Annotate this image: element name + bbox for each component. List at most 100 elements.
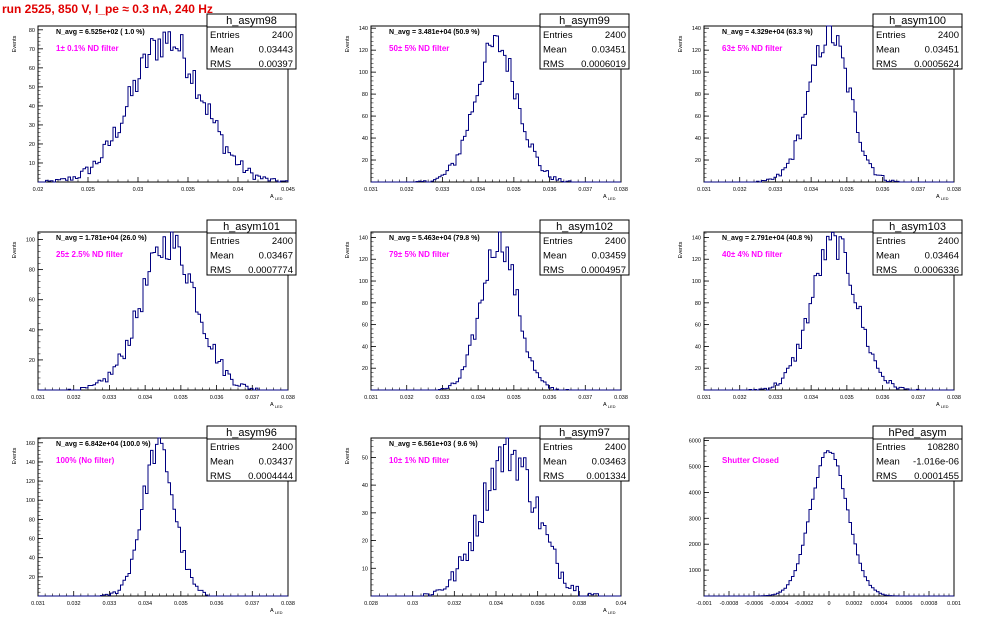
y-tick-label: 40 <box>29 328 35 334</box>
stats-rms-value: 0.0006019 <box>581 59 626 70</box>
x-tick-label: 0.001 <box>947 601 961 607</box>
x-tick-label: 0.0004 <box>871 601 888 607</box>
y-tick-label: 50 <box>362 455 368 461</box>
y-tick-label: 100 <box>26 498 35 504</box>
x-tick-label: 0.037 <box>578 187 592 193</box>
x-tick-label: 0.031 <box>364 187 378 193</box>
x-tick-label: 0.031 <box>697 187 711 193</box>
filter-label: 40± 4% ND filter <box>722 250 782 259</box>
stats-title: h_asym98 <box>226 15 277 27</box>
stats-rms-label: RMS <box>210 59 231 70</box>
plot-frame <box>37 231 289 391</box>
x-tick-label: 0.036 <box>543 395 557 401</box>
x-axis-label-sub: LED <box>607 404 616 409</box>
stats-mean-label: Mean <box>543 45 567 56</box>
y-tick-label: 20 <box>29 142 35 148</box>
y-tick-label: 50 <box>29 85 35 91</box>
stats-entries-value: 2400 <box>272 442 293 453</box>
stats-box <box>872 425 963 482</box>
stats-entries-label: Entries <box>543 30 573 41</box>
stats-rms-label: RMS <box>543 59 564 70</box>
stats-mean-value: 0.03459 <box>592 251 626 262</box>
stats-mean-value: -1.016e-06 <box>913 457 959 468</box>
x-tick-label: 0.033 <box>769 395 783 401</box>
stats-rms-label: RMS <box>876 59 897 70</box>
y-tick-label: 140 <box>692 26 701 32</box>
stats-entries-value: 2400 <box>605 442 626 453</box>
histogram-panel-h_asym97: 0.028 0.03 0.032 0.034 0.036 0.038 0.04 10 20 30 4… <box>345 425 630 615</box>
x-tick-label: 0.032 <box>733 395 747 401</box>
stats-mean-label: Mean <box>210 457 234 468</box>
x-tick-label: 0.038 <box>614 187 628 193</box>
y-tick-label: 120 <box>692 48 701 54</box>
stats-entries-label: Entries <box>543 236 573 247</box>
x-tick-label: 0.038 <box>947 395 961 401</box>
stats-title: h_asym97 <box>559 427 610 439</box>
y-axis-label: Events <box>12 241 18 258</box>
plot-frame <box>370 25 622 183</box>
x-tick-label: 0.031 <box>697 395 711 401</box>
x-tick-label: 0.037 <box>578 395 592 401</box>
stats-box <box>539 219 630 276</box>
histogram-line <box>704 450 954 597</box>
y-tick-label: 60 <box>362 114 368 120</box>
x-tick-label: 0.03 <box>133 187 144 193</box>
y-tick-label: 80 <box>29 268 35 274</box>
x-tick-label: 0.038 <box>947 187 961 193</box>
y-tick-label: 40 <box>29 104 35 110</box>
y-tick-label: 100 <box>359 70 368 76</box>
n-avg-label: N_avg = 2.791e+04 (40.8 %) <box>722 235 813 242</box>
x-tick-label: 0.036 <box>876 187 890 193</box>
stats-entries-value: 2400 <box>272 30 293 41</box>
x-tick-label: 0.038 <box>572 601 586 607</box>
y-tick-label: 40 <box>362 136 368 142</box>
y-tick-label: 2000 <box>689 542 701 548</box>
histogram-line <box>371 437 621 597</box>
y-tick-label: 60 <box>362 323 368 329</box>
x-tick-label: 0.035 <box>840 395 854 401</box>
y-axis-label: Events <box>12 447 18 464</box>
x-tick-label: 0.02 <box>33 187 44 193</box>
y-tick-label: 20 <box>362 539 368 545</box>
x-tick-label: 0.035 <box>174 601 188 607</box>
x-tick-label: 0.032 <box>447 601 461 607</box>
histogram-line <box>38 31 289 183</box>
y-tick-label: 20 <box>695 366 701 372</box>
x-tick-label: 0.03 <box>407 601 418 607</box>
y-tick-label: 100 <box>359 279 368 285</box>
y-tick-label: 3000 <box>689 516 701 522</box>
x-tick-label: 0.032 <box>67 601 81 607</box>
x-tick-label: 0 <box>827 601 830 607</box>
x-tick-label: 0.032 <box>400 187 414 193</box>
stats-mean-label: Mean <box>210 251 234 262</box>
histogram-line <box>371 34 621 183</box>
stats-rms-value: 0.0007774 <box>248 265 293 276</box>
stats-rms-value: 0.001334 <box>586 471 626 482</box>
y-tick-label: 1000 <box>689 568 701 574</box>
y-tick-label: 40 <box>29 556 35 562</box>
stats-rms-label: RMS <box>210 471 231 482</box>
x-tick-label: 0.033 <box>103 395 117 401</box>
histogram-line <box>704 231 954 391</box>
y-tick-label: 140 <box>26 460 35 466</box>
stats-title: h_asym102 <box>556 221 613 233</box>
x-tick-label: 0.035 <box>174 395 188 401</box>
n-avg-label: N_avg = 6.525e+02 ( 1.0 %) <box>56 29 145 36</box>
stats-entries-value: 2400 <box>605 30 626 41</box>
x-tick-label: 0.035 <box>181 187 195 193</box>
stats-mean-label: Mean <box>543 251 567 262</box>
histogram-panel-h_asym103: 0.031 0.032 0.033 0.034 0.035 0.036 0.037 0.038… <box>678 219 963 409</box>
y-tick-label: 30 <box>362 511 368 517</box>
x-axis-label-sub: LED <box>940 404 949 409</box>
stats-box <box>539 425 630 482</box>
x-tick-label: 0.033 <box>769 187 783 193</box>
histogram-panel-h_asym100: 0.031 0.032 0.033 0.034 0.035 0.036 0.037 0.038… <box>678 13 963 201</box>
x-axis-label-sub: LED <box>274 404 283 409</box>
y-tick-label: 60 <box>695 114 701 120</box>
y-tick-label: 120 <box>26 479 35 485</box>
stats-entries-value: 108280 <box>927 442 959 453</box>
y-tick-label: 20 <box>29 358 35 364</box>
x-tick-label: -0.0008 <box>720 601 739 607</box>
stats-entries-value: 2400 <box>605 236 626 247</box>
stats-rms-value: 0.0004444 <box>248 471 293 482</box>
